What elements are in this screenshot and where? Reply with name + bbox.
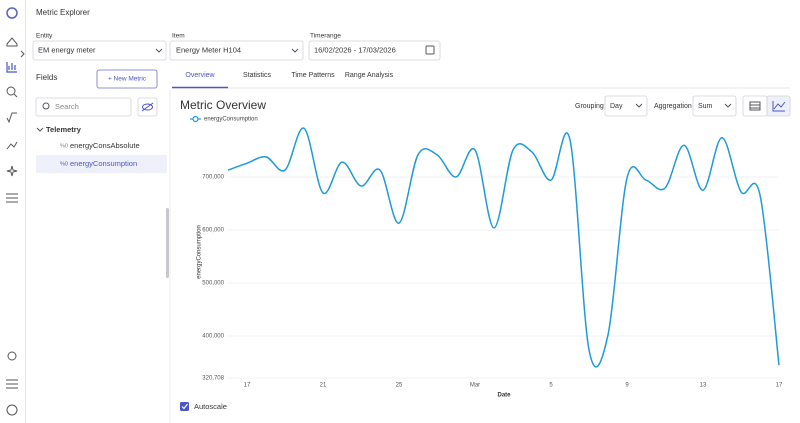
series-line [227,127,780,368]
formula-icon[interactable] [6,112,17,124]
x-tick-label: Mar [470,383,480,389]
legend-marker [192,115,199,123]
x-tick-label: 17 [776,383,783,389]
autoscale-checkbox[interactable] [180,402,189,411]
home-icon[interactable] [6,37,18,47]
sidebar [6,7,25,416]
x-axis-title: Date [497,393,511,399]
x-tick-label: 21 [320,383,327,389]
calendar-icon[interactable] [425,45,435,55]
panel-title: Metric Overview [180,98,266,112]
y-tick-label: 400,000 [202,334,224,340]
group-name: Telemetry [46,125,82,134]
entity-caret [155,48,163,53]
x-tick-label: 9 [625,383,629,389]
y-tick-label: 600,000 [202,228,224,234]
entity-value: EM energy meter [38,45,96,54]
new-metric-label: + New Metric [108,76,147,83]
eye-icon [142,103,153,111]
field-item-selected[interactable]: energyConsumption [70,159,137,168]
metrics-icon[interactable] [6,62,17,73]
x-tick-label: 25 [396,383,403,389]
expand-chevron[interactable] [20,50,25,58]
eye-slash [141,102,154,112]
checkmark [181,403,188,410]
grouping-caret [635,103,643,108]
x-tick-label: 5 [549,383,553,389]
entity-label: Entity [36,33,53,40]
tab[interactable]: Range Analysis [345,72,394,79]
filters-icon[interactable] [6,379,18,389]
table-view-button[interactable] [742,95,768,117]
field-item[interactable]: energyConsAbsolute [70,141,140,150]
page-title: Metric Explorer [36,8,90,17]
search-input[interactable] [35,97,132,117]
settings-icon[interactable] [7,351,17,361]
timerange-input[interactable] [308,40,441,61]
field-icon: %0 [60,161,68,167]
chart-icon [772,101,786,112]
grouping-select[interactable] [604,95,648,117]
tab[interactable]: Time Patterns [291,72,335,79]
table-icon [749,101,761,111]
y-axis-title: energyConsumption [197,225,203,279]
tab-active[interactable]: Overview [185,72,215,79]
search-placeholder: Search [55,102,79,111]
grouping-label: Grouping [575,103,604,110]
search-icon[interactable] [6,86,16,96]
plot: 320,708 400,000 500,000 600,000 700,000 17 21 2… [190,115,783,389]
tab[interactable]: Statistics [243,72,272,79]
logo [6,7,18,19]
timerange-value: 16/02/2026 - 17/03/2026 [314,45,396,54]
y-tick-label: 700,000 [202,175,224,181]
trend-icon[interactable] [6,141,18,150]
item-label: Item [172,33,185,40]
fields-title: Fields [36,73,57,82]
user-icon[interactable] [6,404,18,416]
scrollbar[interactable] [166,208,169,278]
menu-icon[interactable] [6,193,18,203]
group-caret[interactable] [36,127,44,132]
autoscale-label: Autoscale [194,402,227,411]
x-tick-label: 13 [700,383,707,389]
search-icon-handle [13,93,18,98]
y-tick-label: 320,708 [202,376,224,382]
aggregation-value: Sum [698,103,713,110]
y-tick-label: 500,000 [202,281,224,287]
chart-view-button[interactable] [766,95,791,117]
item-value: Energy Meter H104 [176,45,241,54]
new-metric-button[interactable] [96,69,158,89]
aggregation-select[interactable] [692,95,737,117]
legend-label: energyConsumption [204,117,258,123]
search-field-icon [42,102,50,110]
selected-field-bg [36,155,167,173]
aggregation-label: Aggregation [654,103,692,110]
aggregation-caret [724,103,732,108]
field-icon: %0 [60,143,68,149]
entity-select[interactable] [32,40,167,61]
timerange-label: Timerange [310,33,341,40]
ai-icon[interactable] [6,165,18,177]
item-caret [291,48,299,53]
grouping-value: Day [610,103,623,110]
x-tick-label: 17 [244,383,251,389]
item-select[interactable] [169,40,304,61]
